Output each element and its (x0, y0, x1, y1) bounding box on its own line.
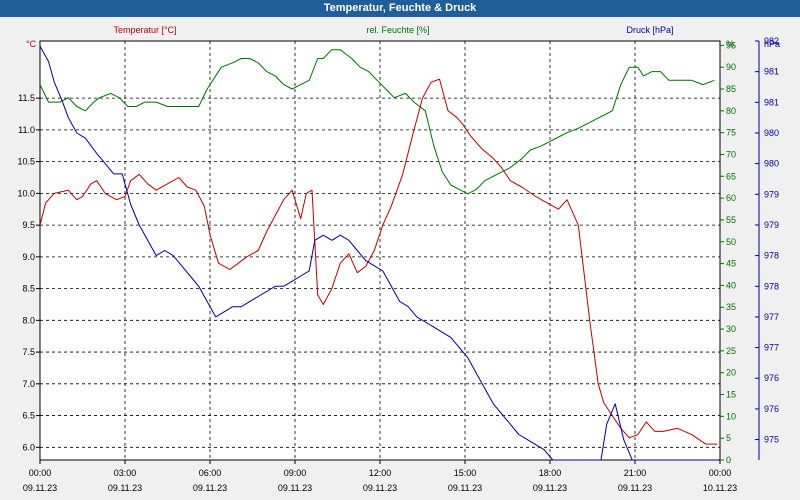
hum-axis-title: rel. Feuchte [%] (366, 25, 429, 35)
temp-tick-label: 9.0 (22, 252, 35, 262)
hum-tick-label: 45 (726, 259, 736, 269)
press-tick-label: 975 (764, 435, 779, 445)
temp-tick-label: 11.0 (18, 125, 35, 135)
temp-series-line (39, 78, 718, 445)
temp-tick-label: 7.5 (22, 347, 35, 357)
hum-tick-label: 10 (726, 411, 736, 421)
x-tick-time: 12:00 (369, 468, 392, 478)
temp-tick-label: 8.0 (22, 315, 35, 325)
temp-tick-label: 11.5 (18, 93, 35, 103)
temp-tick-label: 6.0 (22, 442, 35, 452)
hum-tick-label: 80 (726, 106, 736, 116)
x-tick-time: 18:00 (539, 468, 562, 478)
press-tick-label: 978 (764, 281, 779, 291)
chart-svg: 6.0 6.5 7.0 7.5 8.0 8.5 9.0 9.5 10.0 10.5 11.0 11.5… (17, 25, 780, 493)
temp-tick-label: 9.5 (22, 220, 35, 230)
hum-tick-label: 0 (726, 455, 731, 465)
press-tick-label: 980 (764, 159, 779, 169)
x-tick-date: 09.11.23 (363, 483, 397, 493)
hum-tick-label: 30 (726, 324, 736, 334)
x-tick-date: 09.11.23 (193, 483, 227, 493)
hum-tick-label: 75 (726, 128, 736, 138)
hum-tick-label: 60 (726, 193, 736, 203)
press-tick-label: 976 (764, 373, 779, 383)
press-tick-label: 977 (764, 312, 779, 322)
hum-tick-label: 50 (726, 237, 736, 247)
press-tick-label: 981 (764, 67, 779, 77)
series-lines (39, 45, 718, 461)
x-tick-date: 10.11.23 (703, 483, 737, 493)
x-tick-date: 09.11.23 (278, 483, 312, 493)
x-tick-time: 21:00 (624, 468, 647, 478)
hum-unit-label: % (726, 39, 734, 49)
hum-tick-label: 20 (726, 368, 736, 378)
x-tick-time: 09:00 (284, 468, 307, 478)
x-tick-time: 06:00 (199, 468, 222, 478)
x-tick-time: 00:00 (29, 468, 52, 478)
hum-tick-label: 95 (726, 40, 736, 50)
x-tick-date: 09.11.23 (618, 483, 652, 493)
hum-tick-label: 35 (726, 302, 736, 312)
hum-tick-label: 15 (726, 390, 736, 400)
press-tick-label: 980 (764, 128, 779, 138)
hum-tick-label: 65 (726, 171, 736, 181)
temp-tick-label: 7.0 (22, 379, 35, 389)
hum-tick-label: 5 (726, 433, 731, 443)
hum-tick-label: 55 (726, 215, 736, 225)
press-tick-label: 978 (764, 251, 779, 261)
temp-axis-title: Temperatur [°C] (113, 25, 176, 35)
press-tick-label: 977 (764, 343, 779, 353)
hum-tick-label: 85 (726, 84, 736, 94)
press-tick-label: 981 (764, 97, 779, 107)
x-tick-date: 09.11.23 (448, 483, 482, 493)
hum-tick-label: 40 (726, 280, 736, 290)
press-unit-label: hPa (764, 39, 780, 49)
hum-tick-label: 70 (726, 149, 736, 159)
press-tick-label: 979 (764, 220, 779, 230)
temp-tick-label: 10.5 (17, 157, 35, 167)
axis-labels: 6.0 6.5 7.0 7.5 8.0 8.5 9.0 9.5 10.0 10.5 11.0 11.5… (17, 36, 779, 493)
hum-series-line (39, 49, 715, 195)
grid-lines (40, 41, 720, 460)
window-title-bar: Temperatur, Feuchte & Druck (0, 0, 800, 17)
press-tick-label: 979 (764, 189, 779, 199)
x-tick-date: 09.11.23 (533, 483, 567, 493)
window-title: Temperatur, Feuchte & Druck (323, 2, 477, 14)
x-tick-time: 00:00 (709, 468, 732, 478)
hum-tick-label: 25 (726, 346, 736, 356)
hum-tick-label: 90 (726, 62, 736, 72)
press-axis-title: Druck [hPa] (626, 25, 673, 35)
temp-unit-label: °C (26, 39, 37, 49)
press-tick-label: 976 (764, 404, 779, 414)
temp-tick-label: 6.5 (22, 411, 35, 421)
x-tick-time: 03:00 (114, 468, 137, 478)
axes (36, 40, 760, 464)
temp-tick-label: 10.0 (17, 188, 35, 198)
x-tick-time: 15:00 (454, 468, 477, 478)
legend: °C Temperatur [°C] rel. Feuchte [%] Druc… (26, 25, 780, 49)
x-tick-date: 09.11.23 (23, 483, 57, 493)
press-series-line (39, 45, 718, 461)
press-tick-label: 982 (764, 36, 779, 46)
x-tick-date: 09.11.23 (108, 483, 142, 493)
temp-tick-label: 8.5 (22, 284, 35, 294)
